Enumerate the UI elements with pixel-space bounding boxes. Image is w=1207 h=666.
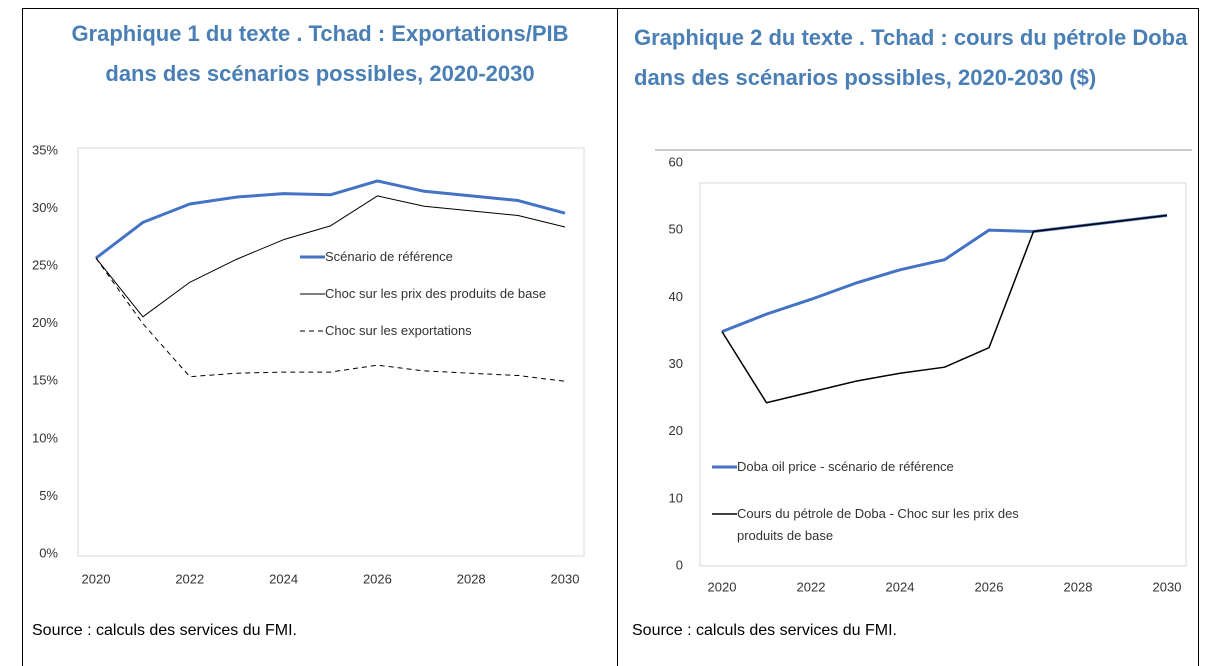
legend-label: Doba oil price - scénario de référence <box>737 459 954 474</box>
source: Source : calculs des services du FMI. <box>32 622 297 639</box>
x-tick-label: 2030 <box>551 571 580 586</box>
x-tick-label: 2022 <box>797 579 826 594</box>
x-tick-label: 2020 <box>708 579 737 594</box>
source: Source : calculs des services du FMI. <box>632 622 897 639</box>
x-tick-label: 2026 <box>975 579 1004 594</box>
y-tick-label: 20 <box>669 423 683 438</box>
chart-title: Graphique 1 du texte . Tchad : Exportati… <box>71 21 569 86</box>
legend-item: Choc sur les prix des produits de base <box>325 286 547 301</box>
legend-item: Cours du pétrole de Doba - Choc sur les … <box>737 506 1019 543</box>
y-tick-label: 40 <box>669 289 683 304</box>
series-line <box>721 213 1168 333</box>
y-tick-label: 0% <box>39 545 58 560</box>
plot-area <box>699 182 1187 567</box>
legend-item: Doba oil price - scénario de référence <box>737 459 954 474</box>
x-tick-label: 2028 <box>457 571 486 586</box>
series-line <box>95 257 566 382</box>
y-tick-label: 35% <box>32 142 58 157</box>
x-tick-label: 2024 <box>886 579 915 594</box>
y-tick-label: 10% <box>32 430 58 445</box>
y-tick-label: 5% <box>39 488 58 503</box>
series-line <box>95 179 566 260</box>
legend-item: Scénario de référence <box>325 249 453 264</box>
x-tick-label: 2020 <box>82 571 111 586</box>
legend-label: Cours du pétrole de Doba - Choc sur les … <box>737 506 1019 543</box>
y-tick-label: 60 <box>669 154 683 169</box>
x-tick-label: 2022 <box>175 571 204 586</box>
y-tick-label: 30 <box>669 356 683 371</box>
y-tick-label: 30% <box>32 200 58 215</box>
x-tick-label: 2030 <box>1153 579 1182 594</box>
chart-title: Graphique 2 du texte . Tchad : cours du … <box>634 25 1188 90</box>
y-tick-label: 0 <box>676 557 683 572</box>
legend-label: Choc sur les exportations <box>325 323 472 338</box>
x-tick-label: 2026 <box>363 571 392 586</box>
legend-item: Choc sur les exportations <box>325 323 472 338</box>
y-tick-label: 15% <box>32 373 58 388</box>
x-tick-label: 2028 <box>1064 579 1093 594</box>
series-line <box>95 195 566 318</box>
y-tick-label: 25% <box>32 258 58 273</box>
legend-label: Scénario de référence <box>325 249 453 264</box>
y-tick-label: 50 <box>669 222 683 237</box>
legend-label: Choc sur les prix des produits de base <box>325 286 547 301</box>
y-tick-label: 10 <box>669 490 683 505</box>
plot-area <box>77 147 585 557</box>
series-line <box>721 214 1168 404</box>
right-cell <box>617 8 1199 666</box>
x-tick-label: 2024 <box>269 571 298 586</box>
y-tick-label: 20% <box>32 315 58 330</box>
